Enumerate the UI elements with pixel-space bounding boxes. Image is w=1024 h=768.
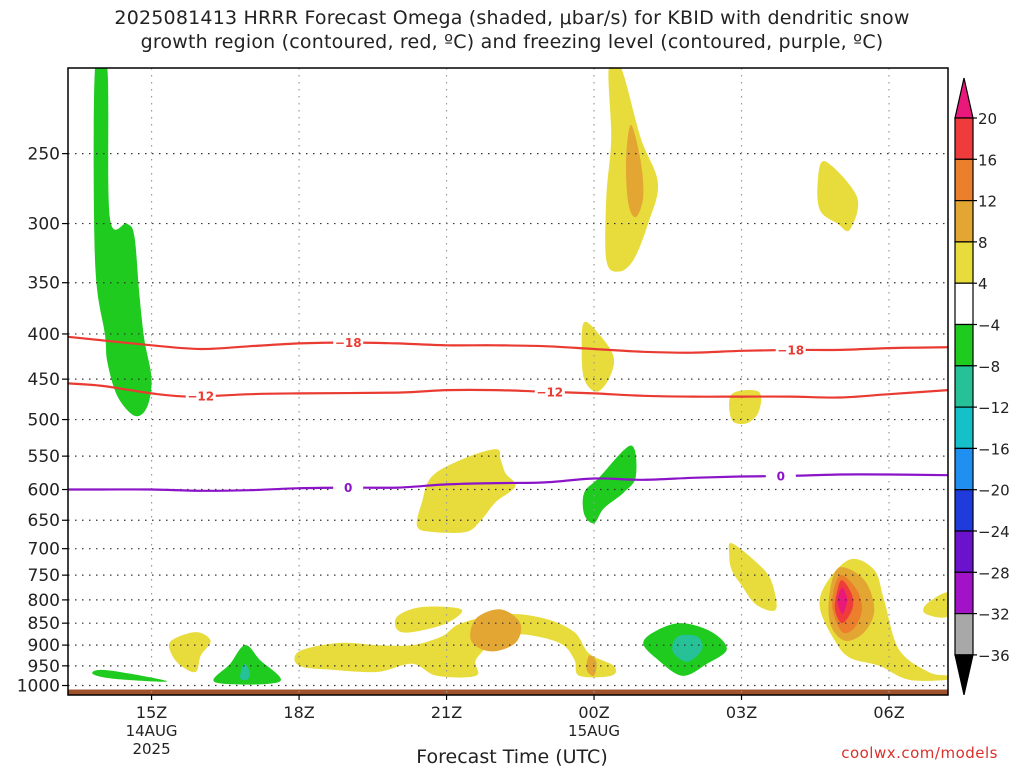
contour-label: 0 (344, 481, 352, 495)
contour-label-bg (765, 468, 796, 483)
omega-region-5 (729, 390, 762, 425)
colorbar-segment (954, 117, 974, 160)
y-tick-label: 350 (28, 274, 60, 294)
omega-region-0 (93, 68, 152, 417)
omega-region-8 (728, 543, 777, 611)
contour-label-bg (775, 342, 806, 357)
omega-region-16 (394, 606, 463, 633)
chart-title-line2: growth region (contoured, red, ºC) and f… (140, 31, 884, 53)
x-tick-sublabel: 14AUG (126, 722, 178, 740)
omega-region-7 (582, 445, 637, 524)
colorbar-top-arrow (954, 77, 974, 119)
omega-region-2 (625, 124, 644, 218)
omega-region-17 (470, 609, 522, 652)
contour-label: −12 (187, 390, 214, 404)
plot-frame (67, 67, 949, 696)
colorbar-segment (954, 612, 974, 656)
grid-layer (68, 68, 948, 695)
colorbar-label: 8 (978, 234, 988, 252)
colorbar-label: 4 (978, 275, 988, 293)
site-credit: coolwx.com/models (841, 744, 998, 762)
contour-label-bg (185, 389, 216, 404)
colorbar-label: −8 (978, 358, 1000, 376)
colorbar-segment (954, 241, 974, 284)
colorbar-segment (954, 571, 974, 615)
ground-bar (68, 689, 948, 695)
omega-region-6 (416, 449, 516, 533)
contour-label: −18 (777, 343, 804, 357)
x-tick-label: 00Z (578, 703, 609, 722)
colorbar-segment (954, 200, 974, 243)
colorbar-label: −32 (978, 606, 1010, 624)
colorbar-bottom-arrow (954, 654, 974, 696)
colorbar-segment (954, 365, 974, 408)
chart-title-line1: 2025081413 HRRR Forecast Omega (shaded, … (114, 7, 910, 29)
colorbar-label: −12 (978, 399, 1010, 417)
colorbar-segment (954, 282, 974, 326)
colorbar-label: −4 (978, 317, 1000, 335)
y-tick-label: 500 (28, 411, 60, 431)
colorbar-segment (954, 158, 974, 202)
colorbar-label: −36 (978, 647, 1010, 665)
contour-label: 0 (777, 469, 785, 483)
y-axis: 2503003504004505005506006507007508008509… (17, 145, 68, 697)
x-tick-label: 03Z (726, 703, 757, 722)
y-tick-label: 300 (28, 215, 60, 235)
y-tick-label: 650 (28, 511, 60, 531)
omega-shading-layer (92, 68, 948, 685)
colorbar-label: −20 (978, 482, 1010, 500)
omega-region-14 (923, 592, 948, 618)
omega-region-4 (581, 321, 615, 392)
y-tick-label: 750 (28, 566, 60, 586)
x-tick-sublabel: 15AUG (568, 722, 620, 740)
contour-layer: −18 −18 −12 −12 0 0 (68, 335, 948, 495)
colorbar-label: −28 (978, 564, 1010, 582)
y-tick-label: 600 (28, 481, 60, 501)
contour-label-bg (534, 384, 565, 399)
omega-region-24 (92, 669, 168, 682)
y-tick-label: 1000 (17, 677, 60, 697)
y-tick-label: 550 (28, 447, 60, 467)
contour-line--18 (68, 335, 948, 354)
y-tick-label: 250 (28, 145, 60, 165)
y-tick-label: 700 (28, 540, 60, 560)
colorbar-segment (954, 489, 974, 532)
colorbar-label: −16 (978, 440, 1010, 458)
x-tick-label: 15Z (136, 703, 167, 722)
omega-region-21 (168, 632, 211, 673)
x-axis-title: Forecast Time (UTC) (416, 746, 608, 768)
omega-region-23 (240, 663, 251, 681)
contour-label: −18 (335, 336, 362, 350)
colorbar-label: −24 (978, 523, 1010, 541)
x-tick-sublabel: 2025 (132, 740, 170, 758)
colorbar-segment (954, 447, 974, 491)
y-tick-label: 900 (28, 636, 60, 656)
y-tick-label: 400 (28, 325, 60, 345)
colorbar-segment (954, 323, 974, 367)
omega-region-3 (817, 160, 859, 232)
y-tick-label: 800 (28, 591, 60, 611)
y-tick-label: 850 (28, 614, 60, 634)
colorbar-label: 12 (978, 193, 997, 211)
colorbar-segment (954, 406, 974, 450)
colorbar-segment (954, 530, 974, 573)
contour-label: −12 (536, 385, 563, 399)
omega-region-13 (837, 587, 848, 614)
x-tick-label: 06Z (873, 703, 904, 722)
contour-label-bg (333, 480, 364, 495)
x-tick-label: 18Z (283, 703, 314, 722)
contour-label-bg (333, 335, 364, 350)
omega-region-22 (213, 645, 281, 685)
y-tick-label: 950 (28, 657, 60, 677)
omega-region-15 (294, 613, 617, 678)
x-tick-label: 21Z (431, 703, 462, 722)
colorbar: 20 16 12 8 4 −4 −8 −12 −16 −20 −24 −28 −32 −36 (954, 77, 1010, 696)
colorbar-label: 16 (978, 151, 997, 169)
omega-region-20 (672, 634, 703, 662)
chart-title: 2025081413 HRRR Forecast Omega (shaded, … (0, 6, 1024, 54)
colorbar-label: 20 (978, 110, 997, 128)
y-tick-label: 450 (28, 370, 60, 390)
